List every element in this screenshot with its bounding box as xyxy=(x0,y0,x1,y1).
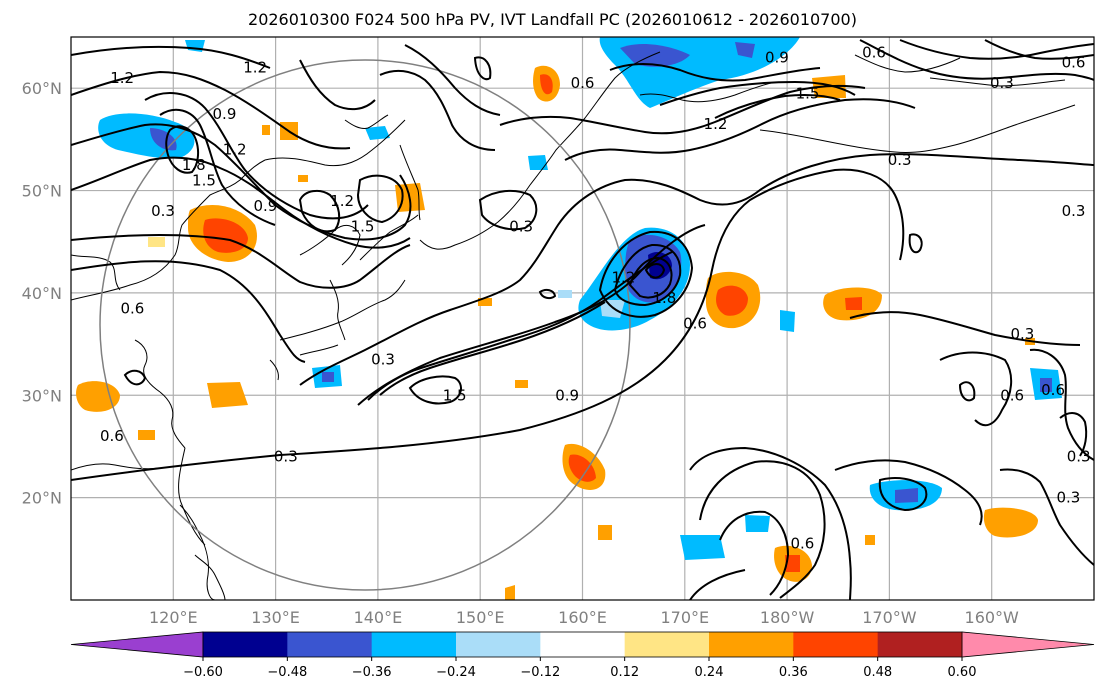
latitude-tick-label: 40°N xyxy=(22,284,62,303)
colorbar-tick-label: −0.24 xyxy=(436,665,476,680)
contour-label: 1.5 xyxy=(796,84,820,102)
contour-label: 0.3 xyxy=(888,151,912,169)
contour-labels: 1.21.20.91.21.81.50.9 1.21.50.30.60.30.60… xyxy=(100,43,1091,553)
colorbar-bin xyxy=(203,632,288,657)
longitude-tick-label: 140°E xyxy=(354,608,403,627)
colorbar-tick-label: 0.36 xyxy=(779,665,808,680)
colorbar-bin xyxy=(793,632,879,657)
longitude-tick-label: 120°E xyxy=(149,608,198,627)
contour-label: 0.6 xyxy=(1062,54,1086,72)
contour-label: 1.5 xyxy=(351,217,375,235)
contour-label: 1.2 xyxy=(223,141,247,159)
contour-label: 1.2 xyxy=(330,192,354,210)
colorbar-tick-label: −0.60 xyxy=(183,665,223,680)
pv-contours xyxy=(71,39,1094,600)
contour-label: 0.9 xyxy=(765,48,789,66)
colorbar: −0.60 −0.48 −0.36 −0.24 −0.12 0.12 0.24 0.36 0.4… xyxy=(70,631,1095,680)
colorbar-over-arrow xyxy=(961,631,1095,658)
colorbar-bin xyxy=(371,632,457,657)
colorbar-tick-label: 0.48 xyxy=(863,665,892,680)
colorbar-tick-label: 0.60 xyxy=(948,665,977,680)
colorbar-tick-label: −0.36 xyxy=(352,665,392,680)
colorbar-bin xyxy=(624,632,710,657)
longitude-tick-label: 160°E xyxy=(558,608,607,627)
colorbar-bin xyxy=(540,632,626,657)
contour-label: 0.9 xyxy=(213,105,237,123)
contour-label: 0.3 xyxy=(274,448,298,466)
colorbar-bin xyxy=(287,632,373,657)
map-plot-area: 1.21.20.91.21.81.50.9 1.21.50.30.60.30.60… xyxy=(71,37,1094,600)
colorbar-tick-label: 0.24 xyxy=(695,665,724,680)
contour-label: 1.2 xyxy=(243,59,267,77)
contour-label: 0.6 xyxy=(683,315,707,333)
colorbar-tick-label: 0.12 xyxy=(610,665,639,680)
contour-label: 0.6 xyxy=(1041,381,1065,399)
latitude-tick-label: 50°N xyxy=(22,182,62,201)
contour-label: 1.5 xyxy=(192,171,216,189)
contour-label: 0.3 xyxy=(1067,448,1091,466)
contour-label: 1.5 xyxy=(443,386,467,404)
range-circle xyxy=(99,59,631,591)
colorbar-tick-label: −0.48 xyxy=(267,665,307,680)
colorbar-bin xyxy=(709,632,794,657)
contour-label: 1.8 xyxy=(182,156,206,174)
contour-label: 1.2 xyxy=(704,115,728,133)
plot-title: 2026010300 F024 500 hPa PV, IVT Landfall… xyxy=(248,10,857,29)
contour-label: 0.3 xyxy=(509,217,533,235)
contour-label: 0.9 xyxy=(555,386,579,404)
contour-label: 0.3 xyxy=(990,74,1014,92)
contour-label: 0.6 xyxy=(862,43,886,61)
contour-label: 0.6 xyxy=(100,427,124,445)
colorbar-under-arrow xyxy=(70,631,204,658)
positive-anomaly-shading xyxy=(76,65,1038,600)
longitude-labels: 120°E 130°E 140°E 150°E 160°E 170°E 180°W 170°W… xyxy=(149,608,1019,627)
map-frame xyxy=(70,36,1095,601)
longitude-tick-label: 130°E xyxy=(251,608,300,627)
contour-label: 0.3 xyxy=(1062,202,1086,220)
contour-label: 0.3 xyxy=(1010,325,1034,343)
contour-label: 0.6 xyxy=(120,299,144,317)
colorbar-bin xyxy=(456,632,541,657)
longitude-tick-label: 160°W xyxy=(965,608,1020,627)
longitude-tick-label: 170°E xyxy=(660,608,709,627)
latitude-tick-label: 60°N xyxy=(22,79,62,98)
contour-label: 0.3 xyxy=(371,350,395,368)
contour-label: 0.9 xyxy=(253,197,277,215)
contour-label: 1.2 xyxy=(611,269,635,287)
colorbar-tick-label: −0.12 xyxy=(520,665,560,680)
contour-label: 0.3 xyxy=(1056,489,1080,507)
latitude-tick-label: 30°N xyxy=(22,386,62,405)
colorbar-bin xyxy=(877,632,963,657)
longitude-tick-label: 150°E xyxy=(456,608,505,627)
latitude-labels: 20°N 30°N 40°N 50°N 60°N xyxy=(22,79,62,507)
longitude-tick-label: 170°W xyxy=(862,608,917,627)
longitude-tick-label: 180°W xyxy=(760,608,815,627)
coastlines xyxy=(71,51,1076,600)
contour-label: 1.8 xyxy=(652,289,676,307)
contour-label: 0.6 xyxy=(571,74,595,92)
contour-label: 0.6 xyxy=(1000,386,1024,404)
contour-label: 0.3 xyxy=(151,202,175,220)
latitude-tick-label: 20°N xyxy=(22,489,62,508)
contour-label: 0.6 xyxy=(791,535,815,553)
contour-label: 1.2 xyxy=(110,69,134,87)
